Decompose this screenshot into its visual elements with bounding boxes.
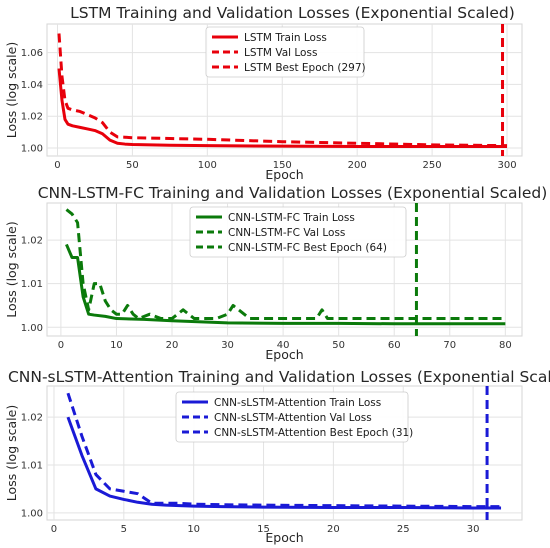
legend: LSTM Train Loss LSTM Val Loss LSTM Best Ep…: [205, 26, 366, 78]
legend-label: CNN-sLSTM-Attention Best Epoch (31): [214, 427, 413, 439]
plot-marks: [57, 24, 508, 156]
y-axis-label: Loss (log scale): [4, 221, 19, 317]
x-tick-label: 15: [257, 524, 270, 535]
y-tick-label: 1.01: [21, 460, 43, 471]
x-tick-label: 50: [126, 160, 139, 171]
x-tick-label: 0: [58, 340, 64, 351]
y-tick-label: 1.01: [21, 279, 43, 290]
legend-label: CNN-LSTM-FC Train Loss: [228, 212, 355, 224]
x-tick-label: 80: [499, 340, 512, 351]
legend-label: LSTM Best Epoch (297): [244, 62, 366, 74]
y-tick-label: 1.04: [21, 80, 43, 91]
series-line-val-loss: [57, 33, 508, 148]
chart-title: LSTM Training and Validation Losses (Exp…: [70, 4, 515, 22]
legend-box: [175, 391, 409, 443]
chart-2: 0 10 20 30 40 50 60 70 80 1.00 1.01 1.02 CNN-LSTM-FC…: [4, 184, 547, 362]
x-tick-label: 150: [273, 160, 292, 171]
x-tick-label: 0: [51, 524, 57, 535]
legend: CNN-sLSTM-Attention Train Loss CNN-sLSTM-…: [175, 391, 413, 443]
y-tick-label: 1.00: [21, 144, 43, 155]
y-tick-label: 1.00: [21, 508, 43, 519]
legend-box: [205, 26, 365, 78]
y-tick-label: 1.00: [21, 323, 43, 334]
x-tick-label: 30: [221, 340, 234, 351]
plot-marks: [66, 386, 502, 520]
legend-label: CNN-sLSTM-Attention Val Loss: [214, 412, 372, 424]
x-axis-label: Epoch: [265, 167, 303, 182]
x-tick-label: 60: [388, 340, 401, 351]
legend-label: CNN-LSTM-FC Val Loss: [228, 227, 345, 239]
chart-1: 0 50 100 150 200 250 300 1.00 1.02 1.04 1.06 LSTM T…: [4, 4, 523, 182]
x-tick-label: 20: [166, 340, 179, 351]
chart-title: CNN-LSTM-FC Training and Validation Loss…: [38, 184, 548, 202]
legend-label: LSTM Val Loss: [244, 47, 317, 59]
series-line-train-loss: [65, 243, 506, 326]
x-tick-label: 40: [277, 340, 290, 351]
x-tick-label: 0: [54, 160, 60, 171]
y-tick-label: 1.06: [21, 48, 43, 59]
x-tick-label: 100: [198, 160, 217, 171]
x-axis-label: Epoch: [265, 347, 303, 362]
plot-marks: [65, 203, 506, 336]
x-tick-label: 10: [187, 524, 200, 535]
y-tick-label: 1.02: [21, 236, 43, 247]
legend-box: [189, 206, 407, 258]
x-tick-label: 250: [423, 160, 442, 171]
x-axis-label: Epoch: [265, 530, 303, 545]
x-tick-label: 70: [443, 340, 456, 351]
chart-title: CNN-sLSTM-Attention Training and Validat…: [8, 368, 550, 386]
series-line-train-loss: [57, 68, 508, 148]
series-line-train-loss: [66, 416, 502, 510]
x-tick-label: 300: [497, 160, 516, 171]
x-tick-label: 200: [348, 160, 367, 171]
x-tick-label: 5: [121, 524, 127, 535]
x-tick-label: 20: [327, 524, 340, 535]
x-tick-label: 25: [397, 524, 410, 535]
x-tick-label: 50: [332, 340, 345, 351]
y-tick-label: 1.02: [21, 413, 43, 424]
chart-3: 0 5 10 15 20 25 30 1.00 1.01 1.02 CNN-sLSTM-Attent…: [4, 368, 550, 545]
x-tick-label: 30: [467, 524, 480, 535]
y-tick-label: 1.02: [21, 112, 43, 123]
y-axis-label: Loss (log scale): [4, 42, 19, 138]
legend: CNN-LSTM-FC Train Loss CNN-LSTM-FC Val Lo…: [189, 206, 407, 258]
x-tick-label: 10: [110, 340, 123, 351]
legend-label: CNN-LSTM-FC Best Epoch (64): [228, 242, 387, 254]
series-line-val-loss: [65, 208, 506, 321]
legend-label: LSTM Train Loss: [244, 32, 327, 44]
y-axis-label: Loss (log scale): [4, 405, 19, 501]
series-line-val-loss: [66, 392, 502, 509]
legend-label: CNN-sLSTM-Attention Train Loss: [214, 397, 381, 409]
